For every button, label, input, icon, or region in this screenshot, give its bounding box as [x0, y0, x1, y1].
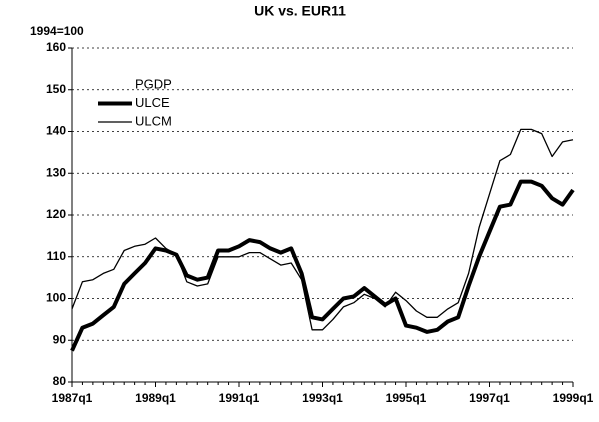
y-axis-label: 1994=100	[30, 24, 84, 38]
x-tick-label: 1989q1	[135, 391, 176, 405]
y-tick-label: 140	[46, 124, 66, 138]
y-tick-label: 150	[46, 82, 66, 96]
y-tick-label: 90	[53, 332, 67, 346]
x-tick-label: 1991q1	[219, 391, 260, 405]
y-tick-label: 80	[53, 374, 67, 388]
legend-label: ULCM	[135, 113, 172, 128]
x-tick-label: 1997q1	[469, 391, 510, 405]
chart-title: UK vs. EUR11	[254, 3, 346, 19]
x-tick-label: 1987q1	[52, 391, 93, 405]
y-tick-label: 100	[46, 291, 66, 305]
x-tick-label: 1995q1	[386, 391, 427, 405]
y-tick-label: 110	[47, 249, 67, 263]
y-tick-label: 120	[46, 207, 66, 221]
y-tick-label: 160	[46, 40, 66, 54]
y-tick-label: 130	[46, 165, 66, 179]
legend-label: PGDP	[135, 76, 172, 91]
legend-label: ULCE	[135, 95, 170, 110]
x-tick-label: 1999q1	[553, 391, 594, 405]
x-tick-label: 1993q1	[302, 391, 343, 405]
series-line	[70, 179, 575, 352]
series-line	[71, 128, 574, 331]
